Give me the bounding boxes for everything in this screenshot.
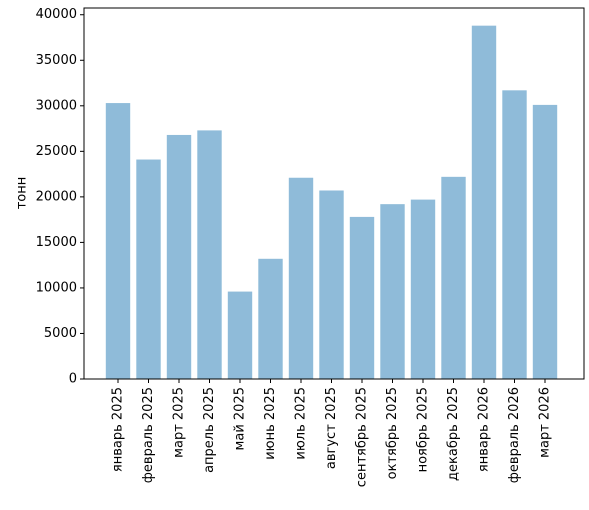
x-tick-label: январь 2026: [477, 387, 492, 472]
x-tick-label: февраль 2026: [507, 387, 522, 483]
bar: [288, 177, 314, 379]
y-tick-label: 10000: [36, 280, 77, 295]
x-tick-label: октябрь 2025: [385, 387, 400, 479]
bar: [441, 176, 466, 379]
bar: [380, 204, 405, 379]
bar: [197, 130, 222, 379]
y-tick-label: 25000: [36, 144, 77, 159]
bar: [502, 90, 527, 379]
x-tick-label: март 2025: [172, 387, 187, 458]
x-tick-label: ноябрь 2025: [416, 387, 431, 472]
y-tick-label: 30000: [36, 98, 77, 113]
x-tick-label: февраль 2025: [141, 387, 156, 483]
bar: [166, 134, 192, 379]
x-tick-label: январь 2025: [111, 387, 126, 472]
x-tick-label: декабрь 2025: [446, 387, 461, 481]
x-tick-label: июнь 2025: [263, 387, 278, 460]
x-tick-label: май 2025: [233, 387, 248, 450]
y-tick-label: 35000: [36, 53, 77, 68]
y-axis-label: тонн: [15, 177, 30, 210]
bar: [319, 190, 344, 379]
x-tick-label: апрель 2025: [202, 387, 217, 473]
x-tick-label: март 2026: [538, 387, 553, 458]
x-tick-label: август 2025: [324, 387, 339, 469]
y-tick-label: 40000: [36, 7, 77, 22]
plot-frame: [83, 7, 585, 380]
bar: [105, 103, 131, 379]
bar: [532, 104, 558, 380]
y-tick-label: 0: [69, 372, 77, 387]
bar: [227, 291, 253, 379]
x-tick-label: июль 2025: [294, 387, 309, 460]
bar: [349, 216, 375, 379]
bar: [471, 25, 497, 380]
bar: [136, 159, 161, 379]
y-tick-label: 20000: [36, 189, 77, 204]
bar: [258, 258, 283, 379]
y-tick-label: 15000: [36, 235, 77, 250]
x-tick-label: сентябрь 2025: [355, 387, 370, 487]
bar: [410, 199, 436, 379]
y-tick-label: 5000: [44, 326, 77, 341]
